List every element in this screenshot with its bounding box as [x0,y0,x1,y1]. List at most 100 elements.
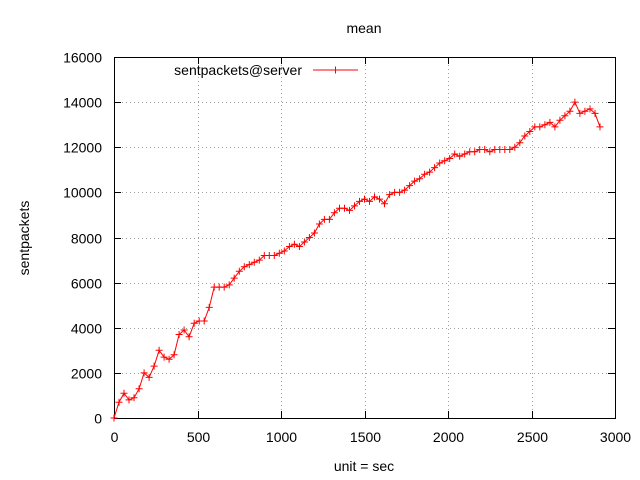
data-point-marker [556,116,564,124]
data-point-marker [310,229,318,237]
data-point-marker [255,256,263,264]
data-point-marker [371,193,378,201]
data-point-marker [411,177,419,185]
x-tick-label: 2000 [433,429,464,445]
data-point-marker [180,326,188,334]
data-point-marker [290,240,298,248]
data-point-marker [270,252,278,259]
data-point-marker [225,281,233,289]
x-tick-label: 2500 [517,429,548,445]
data-point-marker [295,243,303,250]
x-tick-label: 3000 [600,429,631,445]
data-point-marker [305,234,313,241]
data-point-marker [130,394,138,402]
data-point-marker [366,197,373,205]
data-point-marker [506,146,514,153]
data-point-marker [250,258,258,266]
data-point-marker [330,209,338,217]
data-point-marker [165,355,173,363]
y-tick-label: 8000 [71,231,102,247]
data-point-marker [451,150,459,158]
x-tick-label: 1000 [266,429,297,445]
y-tick-label: 14000 [63,95,102,111]
data-point-marker [240,263,248,271]
data-point-marker [235,267,243,275]
data-point-marker [516,139,524,147]
data-point-marker [190,319,198,327]
chart-title: mean [346,20,381,36]
series-sentpackets [110,98,604,422]
data-point-marker [245,261,253,269]
data-point-marker [140,369,148,377]
y-tick-label: 10000 [63,185,102,201]
axis-ticks [114,57,616,419]
data-point-marker [561,112,569,120]
data-point-marker [170,351,178,359]
data-point-marker [426,168,434,176]
legend-plus-icon [332,66,339,74]
x-tick-label: 500 [187,429,211,445]
data-point-marker [300,238,308,246]
data-point-marker [361,195,368,203]
data-point-marker [401,186,409,194]
data-point-marker [416,175,424,183]
data-point-marker [280,247,288,255]
data-point-marker [591,109,599,117]
data-point-marker [351,202,358,210]
data-point-marker [285,243,293,250]
data-point-marker [551,123,559,131]
data-point-marker [581,107,589,115]
y-tick-label: 2000 [71,366,102,382]
data-point-marker [436,159,444,167]
data-point-marker [341,204,348,212]
data-point-marker [441,157,449,165]
data-point-marker [175,331,183,338]
data-point-marker [446,155,454,162]
data-point-marker [315,220,323,228]
data-point-marker [125,396,133,404]
y-tick-label: 12000 [63,140,102,156]
data-point-marker [521,132,529,140]
data-point-marker [511,143,519,151]
data-point-marker [110,414,118,422]
data-point-marker [596,123,604,131]
data-point-marker [150,362,158,370]
data-point-marker [205,303,213,311]
data-point-marker [376,195,383,203]
data-point-marker [120,389,128,397]
y-tick-label: 4000 [71,321,102,337]
data-point-marker [145,373,153,381]
legend-label: sentpackets@server [174,62,302,78]
y-tick-label: 6000 [71,276,102,292]
y-tick-label: 16000 [63,50,102,66]
data-point-marker [325,215,333,223]
data-point-marker [586,105,594,113]
data-point-marker [541,121,549,129]
data-point-marker [536,123,544,131]
data-point-marker [546,118,554,126]
data-point-marker [571,98,579,106]
data-point-marker [406,182,414,190]
data-point-marker [115,398,123,406]
grid-lines [114,57,615,418]
series-line [113,100,601,419]
legend: sentpackets@server [174,62,358,78]
y-tick-label: 0 [94,411,102,427]
data-point-marker [230,274,238,282]
data-point-marker [200,317,208,325]
tick-labels: 0 2000 4000 6000 8000 10000 12000 14000 16000 0 50… [63,50,631,446]
data-point-marker [356,197,363,205]
data-point-marker [456,152,464,160]
data-point-marker [421,170,429,178]
data-point-marker [481,146,489,153]
data-point-marker [185,333,193,341]
x-tick-label: 1500 [350,429,381,445]
data-point-marker [461,150,469,158]
data-point-marker [396,188,404,196]
data-point-marker [566,107,574,115]
x-axis-label: unit = sec [334,458,394,474]
data-point-marker [135,385,143,393]
data-point-marker [471,148,479,156]
legend-marker [332,66,339,74]
